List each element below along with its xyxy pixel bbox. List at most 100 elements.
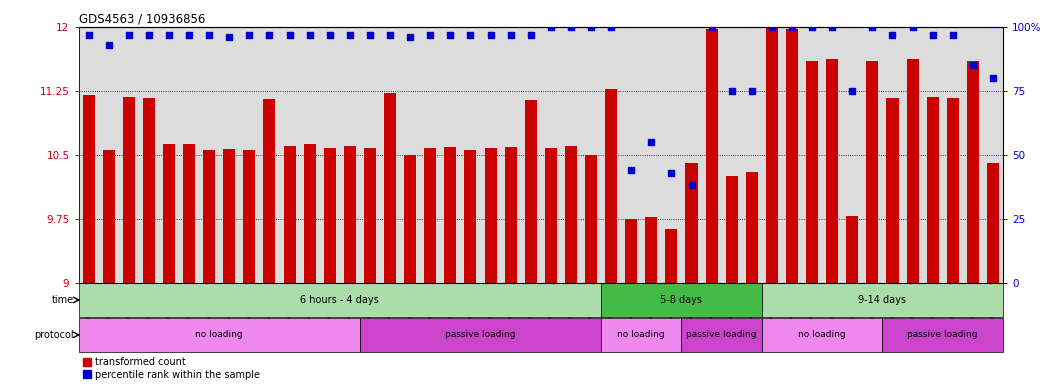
Bar xyxy=(83,95,94,283)
Text: passive loading: passive loading xyxy=(908,330,978,339)
Bar xyxy=(601,283,762,317)
Bar xyxy=(565,146,577,283)
Point xyxy=(824,24,841,30)
Point xyxy=(864,24,881,30)
Point xyxy=(522,31,539,38)
Bar xyxy=(444,147,456,283)
Text: no loading: no loading xyxy=(196,330,243,339)
Bar xyxy=(79,318,360,352)
Text: no loading: no loading xyxy=(618,330,665,339)
Bar xyxy=(304,144,316,283)
Bar xyxy=(762,318,883,352)
Point xyxy=(984,75,1001,81)
Bar xyxy=(364,148,376,283)
Bar xyxy=(465,150,476,283)
Bar xyxy=(907,59,918,283)
Bar xyxy=(585,155,597,283)
Bar xyxy=(726,176,738,283)
Bar xyxy=(424,148,437,283)
Bar xyxy=(360,318,601,352)
Bar xyxy=(625,218,638,283)
Bar xyxy=(343,146,356,283)
Bar xyxy=(987,163,999,283)
Point xyxy=(643,139,660,145)
Bar xyxy=(645,217,658,283)
Bar xyxy=(866,61,878,283)
Bar xyxy=(762,283,1003,317)
Text: passive loading: passive loading xyxy=(687,330,757,339)
Legend: transformed count, percentile rank within the sample: transformed count, percentile rank withi… xyxy=(84,357,260,380)
Bar xyxy=(163,144,175,283)
Point xyxy=(804,24,821,30)
Point xyxy=(462,31,478,38)
Bar xyxy=(183,144,195,283)
Point xyxy=(282,31,298,38)
Point xyxy=(302,31,318,38)
Point xyxy=(562,24,579,30)
Point xyxy=(723,88,740,94)
Text: protocol: protocol xyxy=(35,330,74,340)
Bar xyxy=(745,172,758,283)
Point xyxy=(542,24,559,30)
Point xyxy=(140,31,157,38)
Point xyxy=(503,31,519,38)
Point xyxy=(261,31,277,38)
Bar xyxy=(203,151,216,283)
Bar xyxy=(264,99,275,283)
Point xyxy=(582,24,599,30)
Point xyxy=(844,88,861,94)
Point xyxy=(905,24,921,30)
Bar xyxy=(324,148,336,283)
Point xyxy=(321,31,338,38)
Bar xyxy=(686,163,697,283)
Bar xyxy=(103,151,115,283)
Point xyxy=(783,24,800,30)
Bar xyxy=(223,149,236,283)
Point xyxy=(181,31,198,38)
Bar xyxy=(142,98,155,283)
Bar xyxy=(605,89,617,283)
Text: 5-8 days: 5-8 days xyxy=(661,295,703,305)
Point xyxy=(361,31,378,38)
Bar xyxy=(846,216,859,283)
Bar xyxy=(887,98,898,283)
Text: time: time xyxy=(51,295,74,305)
Bar xyxy=(284,146,295,283)
Bar xyxy=(243,150,255,283)
Point xyxy=(623,167,640,173)
Bar xyxy=(927,97,939,283)
Bar xyxy=(404,155,416,283)
Bar xyxy=(765,27,778,283)
Bar xyxy=(666,229,677,283)
Point xyxy=(241,31,258,38)
Text: GDS4563 / 10936856: GDS4563 / 10936856 xyxy=(79,13,205,26)
Bar xyxy=(544,148,557,283)
Point xyxy=(683,182,699,189)
Bar xyxy=(682,318,762,352)
Bar xyxy=(122,97,135,283)
Bar xyxy=(384,93,396,283)
Bar xyxy=(706,28,717,283)
Point xyxy=(201,31,218,38)
Point xyxy=(603,24,620,30)
Point xyxy=(101,42,117,48)
Bar xyxy=(485,148,496,283)
Point xyxy=(341,31,358,38)
Point xyxy=(221,34,238,40)
Bar xyxy=(966,61,979,283)
Point xyxy=(483,31,499,38)
Point xyxy=(422,31,439,38)
Point xyxy=(120,31,137,38)
Text: 6 hours - 4 days: 6 hours - 4 days xyxy=(300,295,379,305)
Point xyxy=(763,24,780,30)
Point xyxy=(704,24,720,30)
Bar xyxy=(806,61,818,283)
Point xyxy=(402,34,419,40)
Point xyxy=(944,31,961,38)
Text: passive loading: passive loading xyxy=(445,330,516,339)
Point xyxy=(964,62,981,68)
Text: 9-14 days: 9-14 days xyxy=(859,295,907,305)
Point xyxy=(382,31,399,38)
Bar xyxy=(525,100,537,283)
Point xyxy=(81,31,97,38)
